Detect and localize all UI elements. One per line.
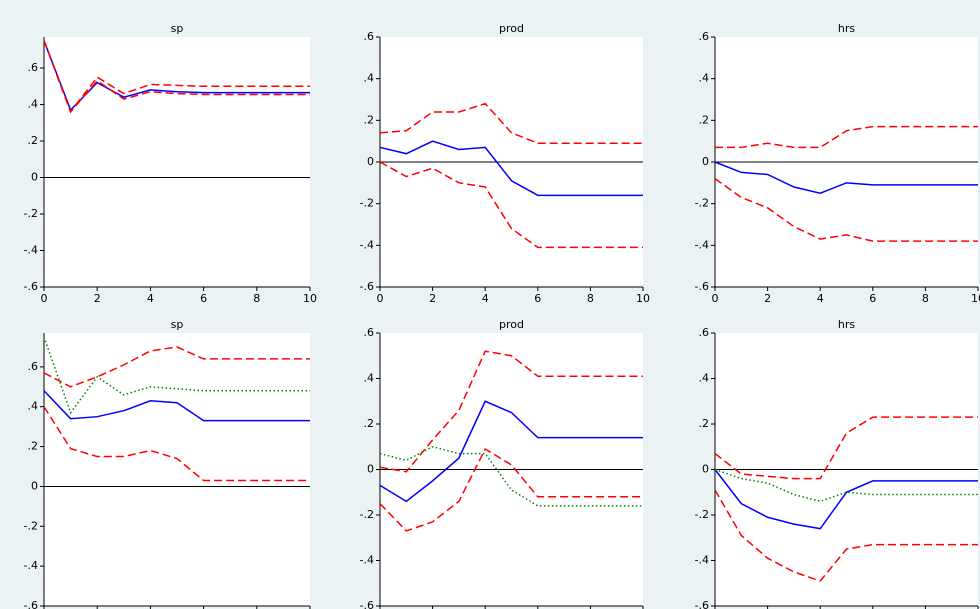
x-tick-label: 4 <box>482 292 489 305</box>
series-line <box>43 346 310 388</box>
y-tick-label: .2 <box>699 113 710 126</box>
panel-title: prod <box>499 318 524 331</box>
plot-area <box>44 333 310 606</box>
series-line <box>43 406 310 482</box>
series-line <box>379 447 643 532</box>
panel-title: sp <box>171 22 184 35</box>
y-tick-label: .4 <box>28 98 39 111</box>
x-tick-label: 6 <box>534 292 541 305</box>
x-tick-label: 8 <box>253 292 260 305</box>
y-tick-label: 0 <box>702 463 709 476</box>
x-tick-label: 6 <box>200 292 207 305</box>
y-tick-label: -.4 <box>695 554 709 567</box>
y-tick-label: -.6 <box>360 599 374 609</box>
y-tick-label: .4 <box>699 372 710 385</box>
series-line <box>714 161 978 195</box>
x-tick-label: 0 <box>712 292 719 305</box>
panel-title: prod <box>499 22 524 35</box>
y-tick-label: -.6 <box>24 599 38 609</box>
x-tick-label: 2 <box>94 292 101 305</box>
y-tick-label: .4 <box>28 400 39 413</box>
y-tick-label: -.2 <box>360 508 374 521</box>
y-tick-label: -.4 <box>360 238 374 251</box>
y-tick-label: -.2 <box>695 197 709 210</box>
series-line <box>715 125 978 149</box>
y-tick-label: -.6 <box>24 280 38 293</box>
y-tick-label: .6 <box>28 61 39 74</box>
series-line <box>379 102 643 144</box>
y-tick-label: .6 <box>699 30 710 43</box>
panel-title: hrs <box>838 318 855 331</box>
x-tick-label: 10 <box>303 292 317 305</box>
y-tick-label: .2 <box>364 417 375 430</box>
y-tick-label: -.2 <box>24 207 38 220</box>
y-tick-label: .6 <box>364 326 375 339</box>
series-line <box>43 40 310 114</box>
series-line <box>43 390 310 422</box>
series-line <box>379 350 643 473</box>
x-tick-label: 10 <box>636 292 650 305</box>
x-tick-label: 10 <box>971 292 980 305</box>
y-tick-label: -.2 <box>24 519 38 532</box>
y-tick-label: .2 <box>364 113 375 126</box>
y-tick-label: -.4 <box>24 244 38 257</box>
y-tick-label: -.6 <box>695 280 709 293</box>
y-tick-label: .4 <box>364 372 375 385</box>
plot-area <box>44 37 310 287</box>
y-tick-label: .4 <box>364 72 375 85</box>
x-tick-label: 8 <box>587 292 594 305</box>
y-tick-label: .6 <box>364 30 375 43</box>
y-tick-label: -.6 <box>360 280 374 293</box>
series-line <box>714 489 978 582</box>
y-tick-label: -.4 <box>360 554 374 567</box>
x-tick-label: 0 <box>377 292 384 305</box>
x-tick-label: 6 <box>869 292 876 305</box>
y-tick-label: 0 <box>31 171 38 184</box>
x-tick-label: 4 <box>147 292 154 305</box>
panel-title: hrs <box>838 22 855 35</box>
x-tick-label: 4 <box>817 292 824 305</box>
series-line <box>43 40 310 114</box>
y-tick-label: .6 <box>28 360 39 373</box>
series-line <box>379 140 643 197</box>
y-tick-label: -.6 <box>695 599 709 609</box>
series-line <box>714 178 978 242</box>
x-tick-label: 2 <box>429 292 436 305</box>
y-tick-label: 0 <box>702 155 709 168</box>
series-line <box>714 416 978 480</box>
panel-title: sp <box>171 318 184 331</box>
series-line <box>379 400 643 503</box>
y-tick-label: .6 <box>699 326 710 339</box>
y-tick-label: -.4 <box>24 559 38 572</box>
y-tick-label: 0 <box>31 479 38 492</box>
y-tick-label: .2 <box>28 134 39 147</box>
x-tick-label: 2 <box>764 292 771 305</box>
series-line <box>714 469 978 530</box>
x-tick-label: 0 <box>41 292 48 305</box>
y-tick-label: -.2 <box>360 197 374 210</box>
y-tick-label: 0 <box>367 155 374 168</box>
y-tick-label: 0 <box>367 463 374 476</box>
y-tick-label: .2 <box>28 440 39 453</box>
y-tick-label: -.4 <box>695 238 709 251</box>
series-line <box>43 336 310 415</box>
y-tick-label: .2 <box>699 417 710 430</box>
y-tick-label: .4 <box>699 72 710 85</box>
x-tick-label: 8 <box>922 292 929 305</box>
series-line <box>379 161 643 249</box>
y-tick-label: -.2 <box>695 508 709 521</box>
